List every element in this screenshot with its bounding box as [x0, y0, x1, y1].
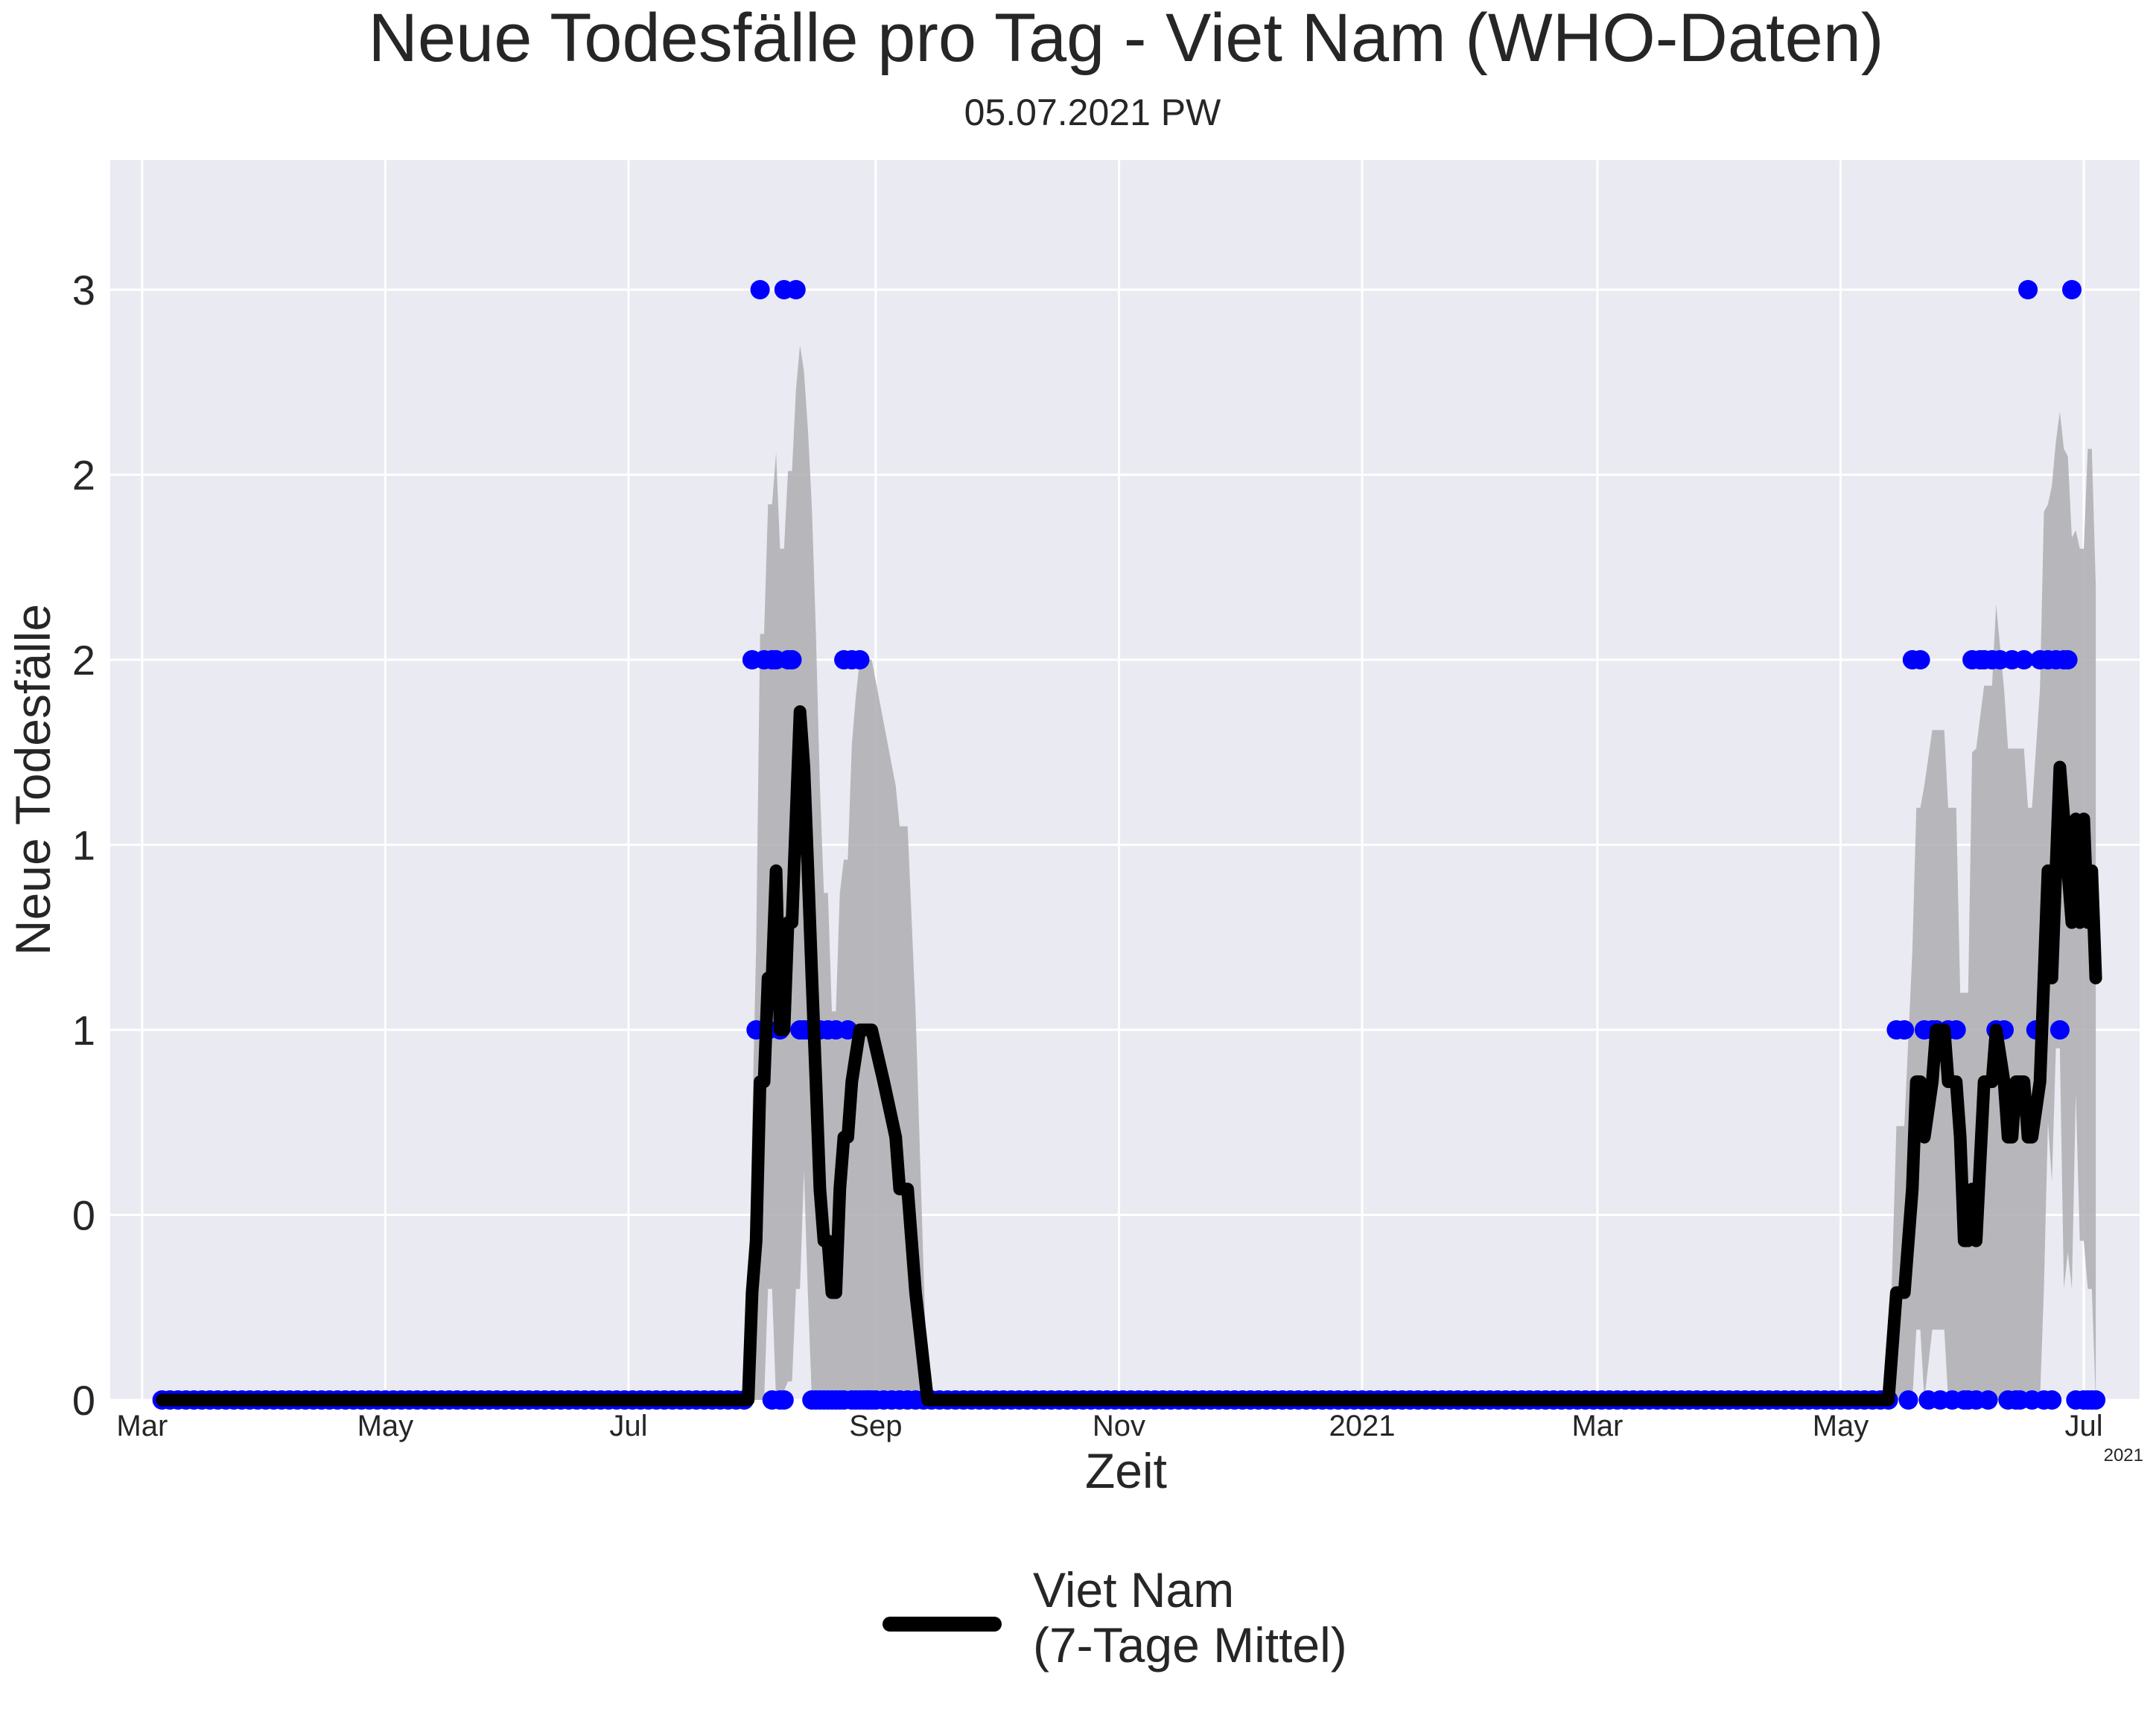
plot-area [110, 160, 2140, 1400]
x-tick-label: Mar [116, 1410, 168, 1442]
y-tick-label: 3 [72, 267, 95, 314]
y-tick-label: 2 [72, 451, 95, 498]
x-offset-label: 2021 [2104, 1445, 2143, 1465]
band-area [748, 345, 2096, 1400]
legend: Viet Nam (7-Tage Mittel) [883, 1562, 1347, 1673]
legend-label: Viet Nam (7-Tage Mittel) [1033, 1562, 1347, 1673]
daily-point [2058, 650, 2078, 669]
daily-point [850, 650, 870, 669]
y-axis-label: Neue Todesfälle [5, 604, 60, 955]
line-layer [156, 705, 2102, 1407]
y-tick-label: 2 [72, 637, 95, 684]
y-tick-label: 0 [72, 1191, 95, 1238]
legend-label-line: (7-Tage Mittel) [1033, 1617, 1347, 1673]
band-layer [748, 345, 2096, 1400]
x-tick-label: Mar [1571, 1410, 1623, 1442]
y-tick-label: 1 [72, 1007, 95, 1054]
daily-point [786, 280, 806, 299]
daily-point [2022, 1390, 2042, 1410]
x-axis-label: Zeit [1085, 1443, 1167, 1498]
x-ticks: Mar May Jul Sep Nov 2021 Mar May Jul [116, 1410, 2102, 1442]
daily-point [1895, 1020, 1915, 1040]
daily-point [750, 280, 770, 299]
mean-line [156, 705, 2102, 1407]
y-ticks: 0 0 1 1 2 2 3 [72, 267, 95, 1424]
daily-point [2014, 650, 2034, 669]
y-tick-label: 0 [72, 1377, 95, 1424]
x-tick-label: Jul [2064, 1410, 2102, 1442]
daily-point [2018, 280, 2038, 299]
daily-point [1898, 1390, 1918, 1410]
x-tick-label: Nov [1093, 1410, 1145, 1442]
x-tick-label: Sep [849, 1410, 902, 1442]
x-tick-label: 2021 [1329, 1410, 1396, 1442]
chart-subtitle: 05.07.2021 PW [964, 92, 1221, 133]
daily-point [1978, 1390, 1998, 1410]
daily-point [2086, 1390, 2106, 1410]
daily-point [774, 1390, 794, 1410]
y-tick-label: 1 [72, 821, 95, 868]
x-tick-label: May [1813, 1410, 1869, 1442]
daily-point [2050, 1020, 2070, 1040]
daily-point [2062, 280, 2082, 299]
daily-point [1946, 1020, 1966, 1040]
daily-point [2042, 1390, 2062, 1410]
x-tick-label: May [357, 1410, 414, 1442]
daily-point [782, 650, 802, 669]
daily-point [1910, 650, 1930, 669]
x-tick-label: Jul [609, 1410, 647, 1442]
chart-title: Neue Todesfälle pro Tag - Viet Nam (WHO-… [368, 0, 1883, 76]
legend-label-line: Viet Nam [1033, 1562, 1234, 1617]
